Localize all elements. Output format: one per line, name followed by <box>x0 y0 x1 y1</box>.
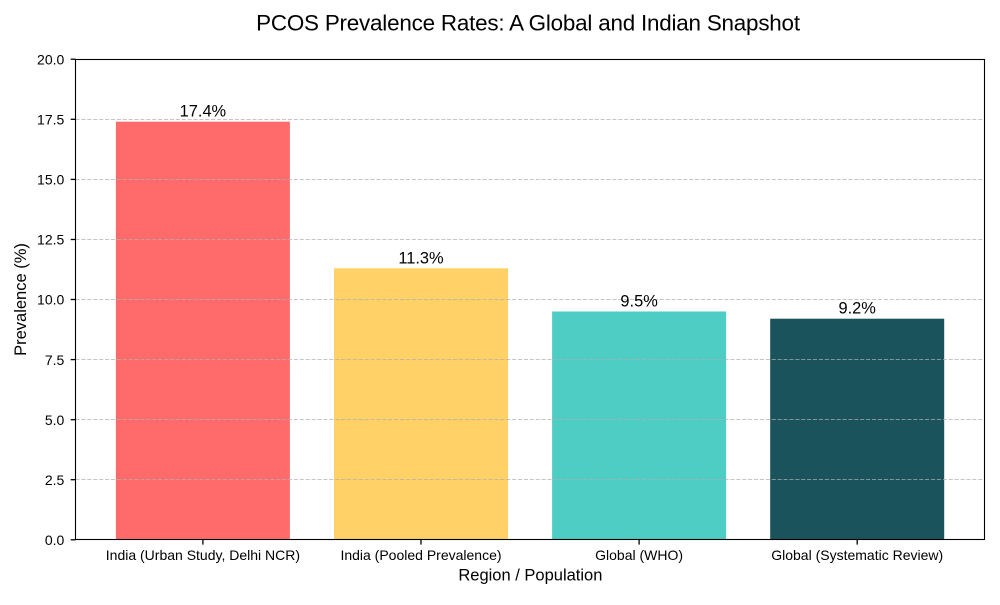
svg-text:9.2%: 9.2% <box>839 300 876 318</box>
svg-text:17.4%: 17.4% <box>180 103 226 121</box>
svg-text:PCOS Prevalence Rates: A Globa: PCOS Prevalence Rates: A Global and Indi… <box>256 11 801 36</box>
svg-text:Prevalence (%): Prevalence (%) <box>12 243 30 356</box>
svg-text:Global (WHO): Global (WHO) <box>595 547 683 563</box>
svg-text:9.5%: 9.5% <box>620 293 657 311</box>
svg-text:Region / Population: Region / Population <box>458 566 602 584</box>
svg-text:20.0: 20.0 <box>37 51 64 67</box>
svg-text:10.0: 10.0 <box>37 292 64 308</box>
svg-text:0.0: 0.0 <box>45 532 65 548</box>
svg-text:17.5: 17.5 <box>37 112 64 128</box>
svg-text:12.5: 12.5 <box>37 232 64 248</box>
svg-text:Global (Systematic Review): Global (Systematic Review) <box>771 547 943 563</box>
svg-text:15.0: 15.0 <box>37 172 64 188</box>
svg-text:India (Urban Study, Delhi NCR): India (Urban Study, Delhi NCR) <box>106 547 300 563</box>
svg-text:India (Pooled Prevalence): India (Pooled Prevalence) <box>340 547 501 563</box>
svg-text:2.5: 2.5 <box>45 472 65 488</box>
svg-text:7.5: 7.5 <box>45 352 65 368</box>
svg-text:5.0: 5.0 <box>45 412 65 428</box>
svg-text:11.3%: 11.3% <box>398 249 443 267</box>
